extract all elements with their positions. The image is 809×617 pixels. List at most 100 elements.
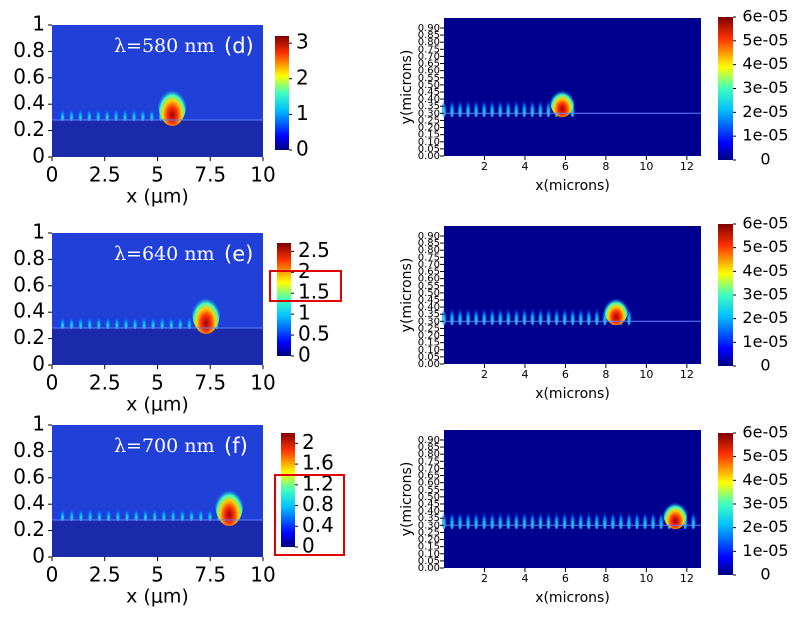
field-fringe [594,303,600,326]
y-tick-label: 0.50 [418,288,440,299]
x-axis-label: x (μm) [126,586,189,608]
colorbar-tick-label: 2 [296,65,309,89]
field-fringe [489,303,495,326]
y-tick-label: 0.25 [418,323,440,334]
field-fringe [150,313,156,330]
field-hotspot [604,293,629,326]
colorbar-tick-label: 1.5 [298,280,330,304]
colorbar-tick-label: 5e-05 [742,237,788,256]
x-tick-label: 7.5 [194,163,226,187]
y-tick-label: 0 [32,144,45,168]
y-tick-label: 0.55 [418,485,440,496]
field-fringe [457,507,463,530]
x-tick-label: 10 [250,371,275,395]
y-tick-label: 0.25 [418,115,440,126]
colorbar-tick-label: 0.4 [302,513,334,537]
field-hotspot [192,290,221,335]
colorbar-tick-label: 1e-05 [742,541,788,560]
field-fringe [521,95,527,118]
x-tick-label: 10 [250,163,275,187]
y-tick-label: 0.35 [418,309,440,320]
field-hotspot [663,497,688,530]
field-fringe [161,505,167,522]
field-fringe [170,505,176,522]
y-tick-label: 0.8 [13,246,45,270]
y-tick-label: 0.85 [418,238,440,249]
x-tick-label: 2.5 [89,163,121,187]
field-fringe [602,507,608,530]
field-fringe [546,303,552,326]
y-tick-label: 0.4 [13,299,45,323]
colorbar-tick-label: 2e-05 [742,102,788,121]
substrate [52,520,263,557]
colorbar [281,433,295,547]
colorbar-tick-label: 0 [760,356,770,375]
field-background [444,430,701,568]
colorbar-tick-label: 0 [760,150,770,169]
y-tick-label: 0.10 [418,549,440,560]
field-fringe [449,303,455,326]
field-fringe [513,95,519,118]
field-fringe [69,505,75,522]
field-hotspot [158,82,187,127]
y-tick-label: 0.75 [418,456,440,467]
field-fringe [132,313,138,330]
field-fringe [159,313,165,330]
y-axis-label: y(microns) [399,258,415,333]
field-fringe [481,303,487,326]
y-tick-label: 0.80 [418,449,440,460]
field-fringe [690,507,696,530]
x-tick-label: 4 [521,368,528,381]
y-tick-label: 0.25 [418,527,440,538]
colorbar-tick-label: 3e-05 [742,285,788,304]
x-tick-label: 0 [46,371,59,395]
y-tick-label: 0.65 [418,267,440,278]
field-fringe [521,303,527,326]
colorbar-tick-label: 2e-05 [742,308,788,327]
y-tick-label: 0.40 [418,94,440,105]
x-tick-label: 6 [562,572,569,585]
field-fringe [562,507,568,530]
x-tick-label: 5 [151,563,164,587]
y-tick-label: 0.85 [418,442,440,453]
y-tick-label: 0.15 [418,542,440,553]
field-fringe [95,105,101,122]
field-fringe [457,303,463,326]
colorbar [718,17,733,160]
field-fringe [60,313,66,330]
y-tick-label: 0 [32,544,45,568]
field-fringe [140,105,146,122]
field-fringe [554,303,560,326]
y-tick-label: 0.40 [418,506,440,517]
x-tick-label: 10 [639,368,653,381]
colorbar [718,224,733,366]
y-tick-label: 0.8 [13,438,45,462]
colorbar-tick-label: 0 [760,565,770,584]
y-tick-label: 0.00 [418,359,440,370]
y-tick-label: 0.80 [418,37,440,48]
field-fringe [650,507,656,530]
field-fringe [521,507,527,530]
x-tick-label: 4 [521,572,528,585]
colorbar-tick-label: 3e-05 [742,78,788,97]
field-fringe [465,95,471,118]
y-tick-label: 0.4 [13,491,45,515]
y-tick-label: 0.8 [13,38,45,62]
x-tick-label: 8 [602,368,609,381]
annotation: λ=640 nm [114,243,215,265]
field-fringe [149,105,155,122]
colorbar-tick-label: 4e-05 [742,261,788,280]
colorbar-tick-label: 1 [296,101,309,125]
field-fringe [537,507,543,530]
field-fringe [497,303,503,326]
x-tick-label: 12 [680,368,694,381]
y-tick-label: 0.50 [418,492,440,503]
x-axis-label: x (μm) [126,394,189,416]
x-tick-label: 10 [250,563,275,587]
field-fringe [626,507,632,530]
colorbar-tick-label: 1 [298,301,311,325]
y-tick-label: 0.85 [418,30,440,41]
field-fringe [113,105,119,122]
field-fringe [152,505,158,522]
